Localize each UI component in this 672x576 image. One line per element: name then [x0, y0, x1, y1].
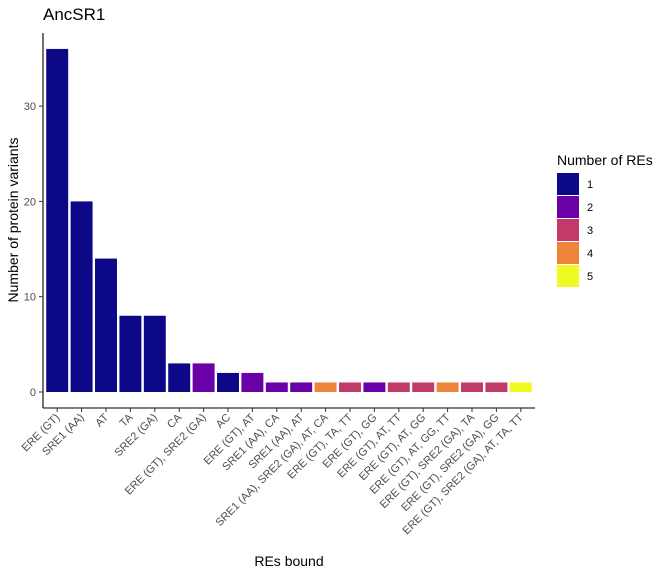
legend-label-5: 5 — [587, 271, 593, 283]
bar-19 — [485, 382, 508, 392]
bars-group — [46, 48, 532, 393]
bar-18 — [461, 382, 483, 392]
bar-15 — [387, 382, 410, 392]
bar-3 — [95, 258, 117, 392]
y-tick-label: 0 — [30, 387, 36, 399]
bar-6 — [168, 363, 191, 392]
y-axis-ticks: 0 10 20 30 — [24, 101, 43, 399]
bar-11 — [290, 382, 313, 392]
bar-20 — [509, 382, 532, 392]
y-tick-label: 30 — [24, 101, 36, 113]
legend-label-4: 4 — [587, 248, 593, 260]
y-tick-label: 10 — [24, 292, 36, 304]
legend-swatch-1 — [557, 173, 579, 195]
y-axis-title: Number of protein variants — [5, 138, 21, 303]
x-tick-label: TA — [118, 411, 136, 429]
legend: Number of REs 1 2 3 4 5 — [557, 152, 653, 287]
bar-8 — [217, 372, 239, 392]
chart-title: AncSR1 — [43, 5, 105, 24]
x-axis-title: REs bound — [254, 553, 323, 569]
x-tick-label: AC — [214, 412, 233, 431]
legend-swatch-2 — [557, 196, 579, 218]
bar-9 — [241, 372, 264, 392]
bar-2 — [70, 201, 93, 392]
legend-swatch-5 — [557, 265, 579, 287]
bar-1 — [46, 48, 69, 393]
bar-4 — [119, 315, 142, 392]
legend-title: Number of REs — [557, 152, 653, 168]
x-tick-label: AT — [93, 411, 111, 429]
bar-5 — [143, 315, 166, 392]
bar-14 — [363, 382, 386, 392]
bar-13 — [339, 382, 361, 392]
legend-label-1: 1 — [587, 179, 593, 191]
bar-7 — [192, 363, 215, 392]
bar-10 — [265, 382, 288, 392]
legend-label-3: 3 — [587, 225, 593, 237]
bar-17 — [436, 382, 459, 392]
legend-items: 1 2 3 4 5 — [557, 173, 593, 287]
y-tick-label: 20 — [24, 196, 36, 208]
legend-swatch-4 — [557, 242, 579, 264]
legend-swatch-3 — [557, 219, 579, 241]
legend-label-2: 2 — [587, 202, 593, 214]
bar-16 — [412, 382, 435, 392]
x-tick-label: CA — [165, 411, 185, 431]
bar-12 — [314, 382, 337, 392]
